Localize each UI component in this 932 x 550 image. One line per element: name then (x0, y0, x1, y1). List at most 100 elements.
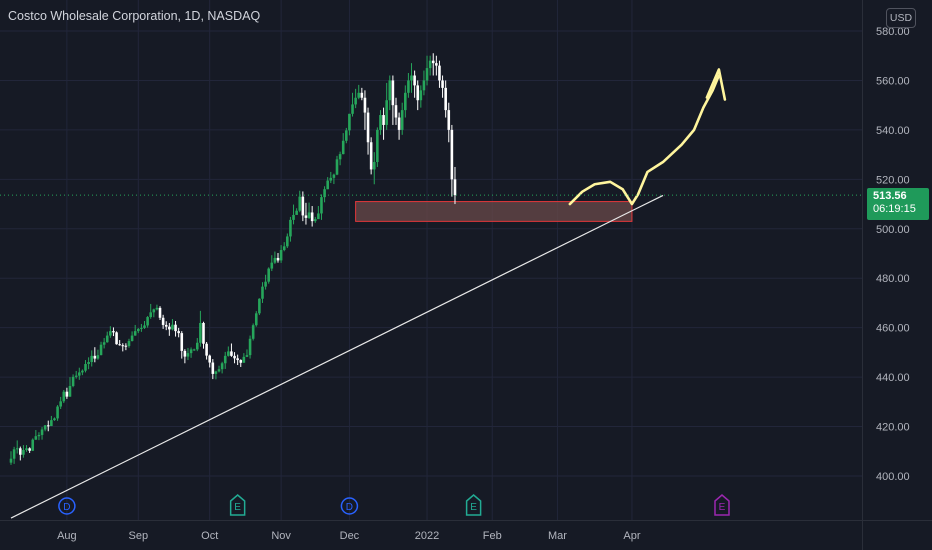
candle (53, 417, 56, 421)
candle (121, 343, 125, 352)
candle (450, 124, 454, 197)
candle (192, 348, 196, 351)
candle-body (304, 215, 308, 218)
candle (127, 338, 131, 348)
candle (385, 82, 388, 130)
candle (180, 331, 184, 359)
dividend-marker[interactable]: D (340, 497, 359, 515)
projection-drawing[interactable] (568, 68, 727, 206)
projection-curve[interactable] (568, 74, 721, 206)
candle-body (9, 458, 13, 463)
candle-body (397, 117, 401, 130)
candle-body (335, 159, 339, 175)
candle (105, 331, 109, 343)
candle-body (22, 450, 25, 455)
candle-body (227, 351, 230, 356)
price-tick-label: 420.00 (876, 422, 910, 434)
earnings-marker[interactable]: E (465, 494, 482, 516)
currency-button[interactable]: USD (886, 8, 916, 28)
candle-body (276, 257, 280, 261)
trendline[interactable] (10, 194, 664, 519)
candle (227, 346, 230, 357)
candle-body (428, 60, 432, 69)
candle-body (214, 371, 218, 374)
trendline-segment[interactable] (10, 194, 664, 519)
candle-body (102, 342, 106, 345)
support-zone-rect[interactable] (355, 201, 633, 222)
candle (149, 303, 153, 319)
candle-body (323, 189, 326, 198)
candle (345, 127, 348, 144)
candle-body (130, 335, 134, 342)
candle-body (90, 355, 94, 363)
candle (19, 446, 22, 461)
candle-body (279, 250, 283, 261)
candle-body (146, 317, 149, 326)
candle-body (248, 338, 252, 356)
candle-body (68, 386, 72, 397)
candle (410, 63, 413, 93)
price-tick-label: 580.00 (876, 26, 910, 38)
price-tick-label: 520.00 (876, 174, 910, 186)
candle (56, 405, 59, 421)
candle (422, 70, 426, 96)
candle-body (431, 60, 435, 64)
candle-body (425, 68, 429, 81)
candle (78, 367, 81, 380)
candle (286, 233, 289, 249)
candle-body (195, 342, 199, 350)
candle-body (351, 104, 354, 114)
price-tick-label: 480.00 (876, 273, 910, 285)
candle-body (345, 130, 348, 141)
support-zone[interactable] (355, 201, 633, 222)
chart-title: Costco Wholesale Corporation, 1D, NASDAQ (8, 9, 261, 23)
candle-body (236, 358, 239, 361)
candle (348, 113, 351, 136)
projection-arrowhead[interactable] (705, 68, 727, 101)
candle (109, 326, 112, 338)
candle (171, 319, 174, 331)
candle-body (385, 100, 388, 125)
candle (236, 354, 239, 365)
candle (230, 343, 233, 357)
candle (186, 347, 190, 361)
candle-body (388, 80, 392, 101)
price-axis[interactable]: 400.00 420.00 440.00 460.00 480.00 500.00 520.… (876, 26, 910, 483)
candle-body (183, 350, 187, 357)
candle (65, 387, 69, 399)
candle-body (357, 92, 361, 98)
event-marker-label: D (63, 502, 70, 513)
candle-body (168, 326, 171, 330)
candle-body (59, 401, 62, 407)
candle-body (267, 268, 270, 282)
dividend-marker[interactable]: D (58, 497, 76, 515)
candle (164, 321, 168, 331)
candle-body (360, 92, 364, 98)
candle (444, 80, 447, 118)
candle (177, 327, 180, 338)
candle (152, 308, 156, 318)
earnings-icon (465, 494, 482, 516)
candle-body (99, 344, 103, 356)
candle (310, 206, 314, 227)
candle (289, 216, 292, 242)
earnings-marker[interactable]: E (714, 494, 730, 516)
candle (136, 327, 140, 334)
candle-body (118, 344, 121, 346)
candle (46, 420, 50, 432)
candle (435, 55, 438, 76)
candle-body (127, 341, 131, 346)
candle (431, 53, 435, 76)
time-tick-label: 2022 (415, 530, 439, 542)
time-axis[interactable]: Aug Sep Oct Nov Dec 2022 Feb Mar Apr (57, 530, 641, 542)
candle (391, 75, 395, 125)
candle (419, 85, 423, 108)
candle-body (140, 327, 143, 329)
candle-body (273, 257, 277, 263)
candle (50, 415, 53, 427)
earnings-marker[interactable]: E (229, 494, 246, 516)
candle (96, 349, 100, 360)
candle (317, 206, 320, 220)
candle-body (217, 369, 221, 372)
